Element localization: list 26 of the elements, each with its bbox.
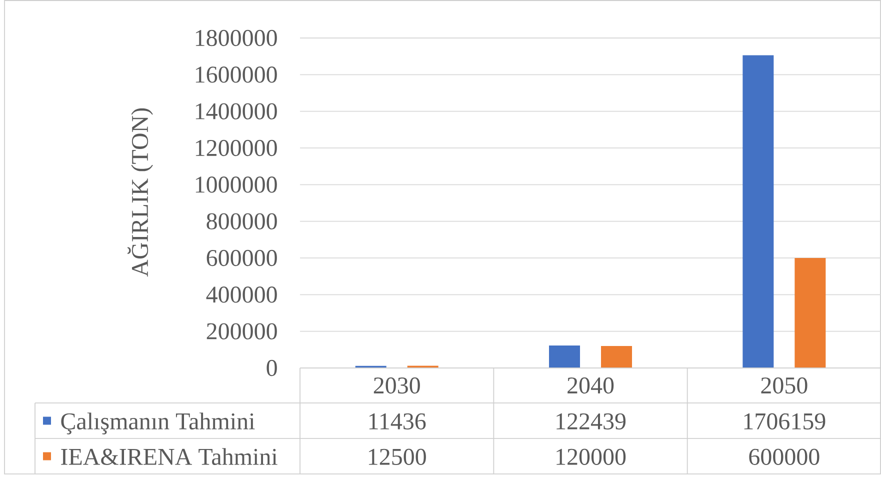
y-tick-label: 1400000	[196, 103, 277, 120]
y-tick-label: 800000	[206, 213, 277, 230]
y-tick-label: 400000	[206, 286, 277, 303]
data-label: 122439	[556, 413, 626, 430]
bar	[601, 346, 632, 368]
data-label: 12500	[368, 448, 426, 465]
y-axis-title: AĞIRLIK (TON)	[128, 108, 153, 277]
legend-label: Çalışmanın Tahmini	[61, 412, 255, 434]
x-tick-label: 2040	[568, 377, 614, 394]
y-tick-label: 200000	[206, 323, 277, 340]
legend-label: IEA&IRENA Tahmini	[61, 448, 278, 465]
x-tick-label: 2030	[374, 377, 420, 394]
y-tick-label: 0	[266, 360, 277, 376]
y-tick-label: 1800000	[196, 30, 277, 46]
y-tick-label: 1000000	[196, 176, 277, 193]
data-label: 600000	[749, 448, 820, 465]
data-label: 1706159	[744, 413, 826, 430]
data-label: 11436	[369, 413, 426, 430]
y-tick-label: 600000	[206, 250, 277, 266]
data-label: 120000	[556, 448, 626, 465]
y-tick-label: 1200000	[196, 140, 277, 156]
bar	[549, 346, 580, 368]
y-tick-label: 1600000	[196, 66, 277, 83]
bar	[794, 258, 826, 368]
x-tick-label: 2050	[761, 377, 808, 394]
bar	[742, 55, 774, 368]
